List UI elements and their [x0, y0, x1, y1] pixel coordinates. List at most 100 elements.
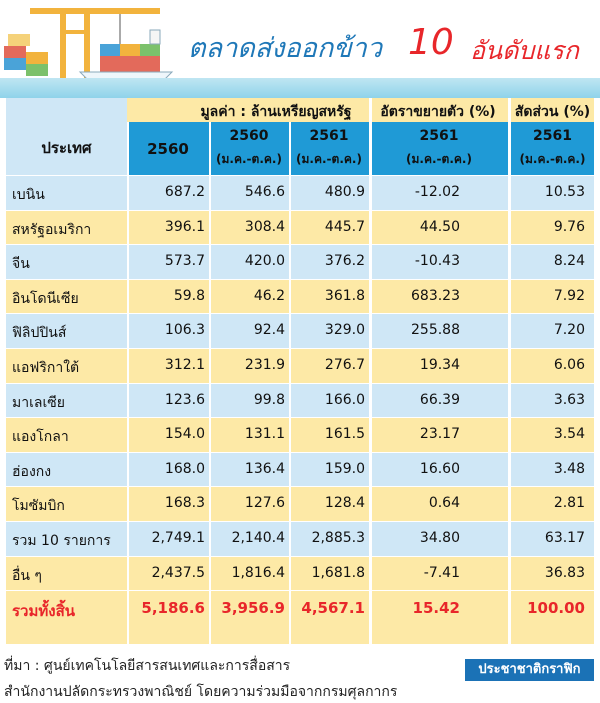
country-name: ฮ่องกง — [12, 463, 52, 480]
total-value: 15.42 — [412, 599, 460, 618]
col-2560-header: 2560 — [147, 140, 189, 158]
table-cell: 154.0 — [164, 426, 205, 443]
row-divider — [6, 521, 594, 522]
table-cell: 2,437.5 — [151, 564, 205, 581]
row-divider — [6, 175, 594, 176]
table-cell: 255.88 — [411, 322, 460, 339]
country-cell-bg — [6, 278, 127, 314]
export-table: มูลค่า : ล้านเหรียญสหรัฐ อัตราขยายตัว (%… — [6, 98, 594, 644]
table-cell: 2,885.3 — [311, 530, 365, 546]
row-divider — [6, 590, 594, 592]
country-name: เบนิน — [12, 187, 45, 203]
table-cell: 166.0 — [324, 391, 365, 408]
table-cell: 276.7 — [324, 357, 365, 373]
country-cell-bg — [6, 313, 127, 348]
col-2561-range: (ม.ค.-ต.ค.) — [296, 152, 362, 166]
table-cell: 59.8 — [173, 287, 205, 304]
country-cell-bg — [6, 348, 127, 383]
table-cell: 7.20 — [553, 322, 585, 339]
table-cell: 3.48 — [553, 460, 585, 477]
country-cell-bg — [6, 244, 127, 279]
table-cell: -7.41 — [423, 564, 460, 581]
table-cell: 376.2 — [324, 253, 365, 270]
country-name: แอฟริกาใต้ — [12, 360, 80, 376]
source-line-2: สำนักงานปลัดกระทรวงพาณิชย์ โดยความร่วมมื… — [4, 684, 398, 700]
title-rest: อันดับแรก — [470, 36, 579, 65]
col-divider — [289, 122, 291, 644]
country-name: จีน — [12, 256, 30, 273]
table-cell: 0.64 — [428, 495, 460, 512]
country-name: อื่น ๆ — [12, 567, 42, 584]
table-cell: 19.34 — [419, 357, 460, 373]
country-name: รวม 10 รายการ — [12, 533, 111, 549]
title-number: 10 — [408, 22, 454, 63]
total-value: 5,186.6 — [141, 599, 205, 618]
row-divider — [6, 555, 594, 557]
country-header-bg — [6, 98, 127, 175]
publisher-logo: ประชาชาติกราฟิก — [465, 659, 594, 681]
table-cell: 131.1 — [244, 426, 285, 443]
table-cell: 312.1 — [164, 357, 205, 373]
country-name: มาเลเซีย — [12, 394, 65, 411]
title-main: ตลาดส่งออกข้าว — [188, 33, 382, 64]
growth-year: 2561 — [419, 128, 459, 144]
table-cell: 396.1 — [164, 218, 205, 235]
country-cell-bg — [6, 521, 127, 556]
country-name: แองโกลา — [12, 429, 69, 446]
table-cell: 123.6 — [164, 391, 205, 408]
table-cell: 573.7 — [164, 253, 205, 270]
col-divider — [508, 98, 511, 644]
col-2561-range-year: 2561 — [309, 128, 349, 144]
country-name: ฟิลิปปินส์ — [12, 325, 67, 342]
table-cell: 2.81 — [553, 495, 585, 512]
total-value: 4,567.1 — [301, 599, 365, 618]
table-cell: 10.53 — [544, 184, 585, 200]
table-cell: 8.24 — [553, 253, 585, 270]
table-cell: 2,749.1 — [151, 530, 205, 546]
header-illustration: ตลาดส่งออกข้าว 10 อันดับแรก — [0, 0, 600, 98]
country-cell-bg — [6, 417, 127, 452]
table-cell: 3.54 — [553, 426, 585, 443]
table-cell: 231.9 — [244, 357, 285, 373]
table-cell: 2,140.4 — [231, 530, 285, 546]
table-cell: -12.02 — [414, 184, 460, 200]
table-cell: 159.0 — [324, 460, 365, 477]
table-cell: 106.3 — [164, 322, 205, 339]
country-name: โมซัมบิก — [12, 498, 65, 515]
col-divider — [209, 122, 211, 644]
table-cell: 168.0 — [164, 460, 205, 477]
share-group-label: สัดส่วน (%) — [514, 104, 591, 120]
source-line-1: ที่มา : ศูนย์เทคโนโลยีสารสนเทศและการสื่อ… — [4, 658, 291, 674]
row-divider — [6, 313, 594, 315]
country-cell-bg — [6, 486, 127, 521]
country-cell-bg — [6, 209, 127, 245]
water-band — [0, 78, 600, 98]
row-divider — [6, 348, 594, 349]
row-divider — [6, 486, 594, 488]
table-cell: 683.23 — [411, 287, 460, 304]
table-cell: 23.17 — [419, 426, 460, 443]
table-cell: 1,816.4 — [231, 564, 285, 581]
total-value: 100.00 — [527, 599, 585, 618]
table-cell: 92.4 — [253, 322, 285, 339]
port-illustration — [4, 8, 174, 85]
growth-range: (ม.ค.-ต.ค.) — [406, 152, 472, 166]
row-divider — [6, 451, 594, 453]
table-cell: 420.0 — [244, 253, 285, 270]
country-cell-bg — [6, 555, 127, 591]
table-cell: 46.2 — [253, 287, 285, 304]
table-cell: 127.6 — [244, 495, 285, 512]
table-cell: 6.06 — [553, 357, 585, 373]
table-cell: 3.63 — [553, 391, 585, 408]
country-cell-bg — [6, 175, 127, 210]
col-divider — [369, 98, 372, 644]
row-divider — [6, 417, 594, 419]
share-year: 2561 — [533, 128, 572, 144]
table-cell: 63.17 — [544, 530, 585, 546]
row-divider — [6, 278, 594, 280]
row-divider — [6, 244, 594, 246]
share-range: (ม.ค.-ต.ค.) — [519, 152, 586, 166]
table-cell: 9.76 — [553, 218, 585, 235]
table-cell: 44.50 — [419, 218, 460, 235]
